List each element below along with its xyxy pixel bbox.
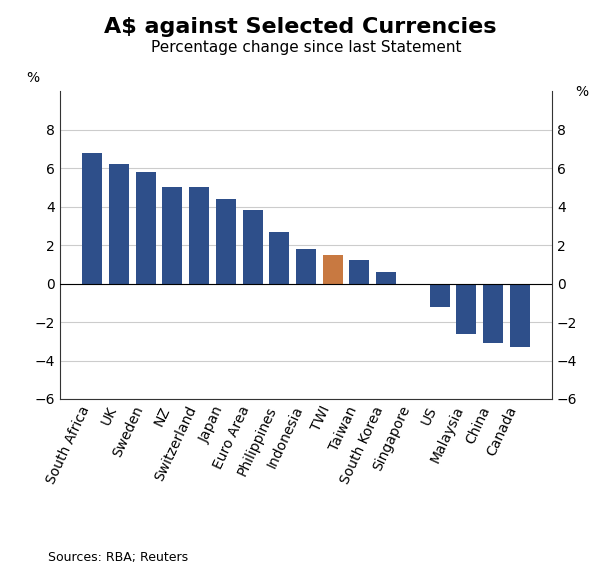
Y-axis label: %: % [575, 85, 588, 99]
Text: A$ against Selected Currencies: A$ against Selected Currencies [104, 17, 496, 37]
Bar [269, 231, 289, 284]
Bar [323, 255, 343, 284]
Bar [509, 284, 530, 347]
Bar [483, 284, 503, 343]
Bar [296, 249, 316, 284]
Bar [216, 199, 236, 284]
Bar [109, 164, 129, 284]
Title: Percentage change since last Statement: Percentage change since last Statement [151, 40, 461, 55]
Y-axis label: %: % [26, 71, 40, 85]
Bar [136, 172, 156, 284]
Bar [82, 153, 103, 284]
Bar [349, 260, 370, 284]
Bar [430, 284, 449, 307]
Bar [403, 284, 423, 286]
Bar [376, 272, 396, 284]
Bar [242, 210, 263, 284]
Bar [163, 188, 182, 284]
Bar [456, 284, 476, 333]
Text: Sources: RBA; Reuters: Sources: RBA; Reuters [48, 551, 188, 564]
Bar [189, 188, 209, 284]
